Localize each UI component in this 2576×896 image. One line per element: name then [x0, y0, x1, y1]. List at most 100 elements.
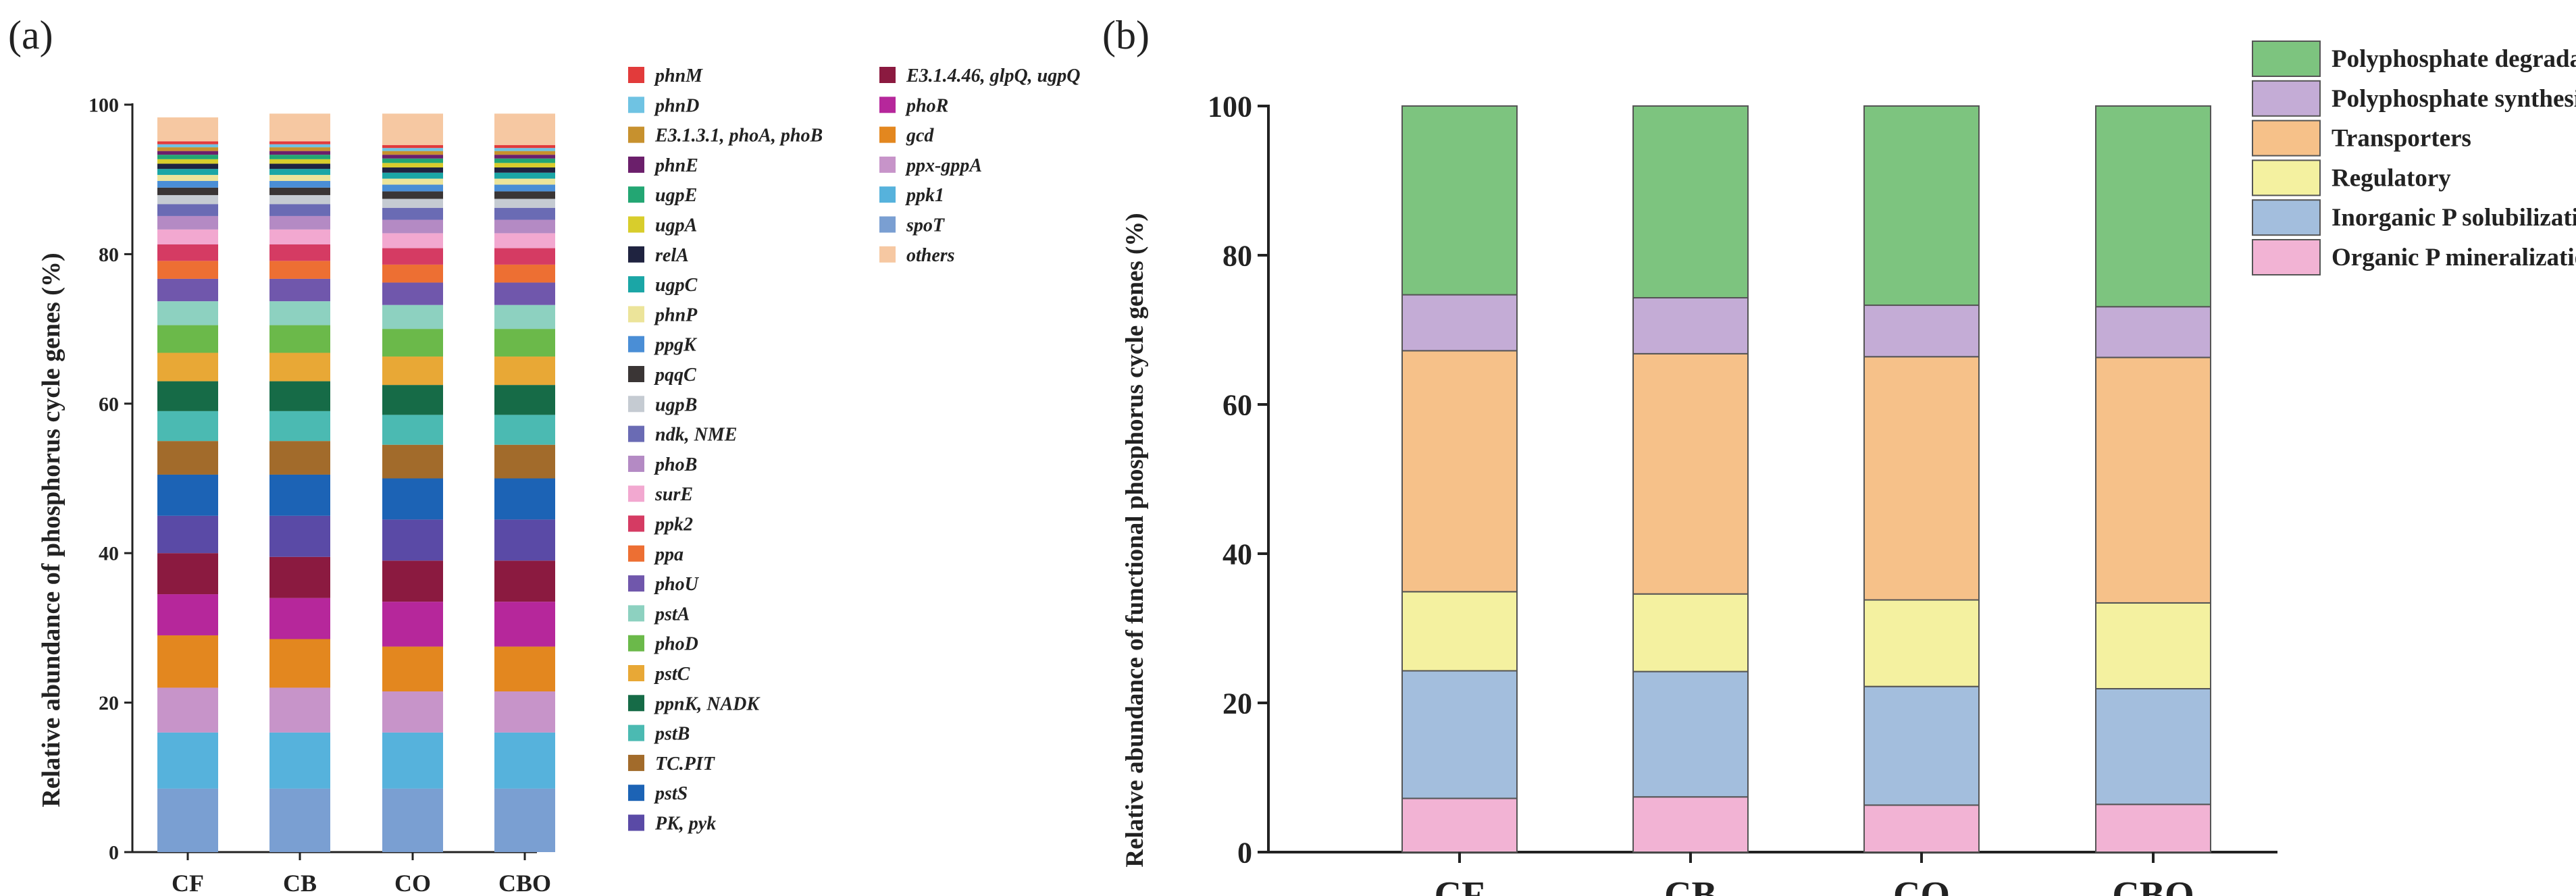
bar-segment-cbo-polyphosphate-synthesis [2095, 306, 2211, 359]
bar-segment-cf-regulatory [1401, 591, 1518, 672]
bar-segment-cf-gcd [157, 635, 218, 688]
legend-swatch-ppk2 [628, 515, 644, 532]
bar-segment-cf-phnm [157, 141, 218, 144]
legend-swatch-organic-p-mineralization [2252, 239, 2321, 275]
bar-segment-cbo-rela [494, 167, 555, 173]
bar-segment-cf-ugpa [157, 159, 218, 164]
legend-swatch-sure [628, 485, 644, 502]
category-label-co: CO [394, 870, 431, 896]
bar-segment-cbo-ppk1 [494, 732, 555, 789]
bar-segment-co-e3-1-3-1-phoa-phob [382, 151, 443, 155]
bar-segment-cbo-inorganic-p-solubilization [2095, 688, 2211, 806]
legend-label-pstb: pstB [654, 724, 690, 745]
legend-swatch-phnm [628, 67, 644, 83]
bar-segment-cbo-e3-1-4-46-glpq-ugpq [494, 560, 555, 602]
bar-segment-cb-phne [269, 151, 330, 155]
legend-label-polyphosphate-degradation: Polyphosphate degradation [2332, 45, 2576, 73]
legend-label-psts: pstS [654, 783, 688, 804]
bar-segment-cb-ugpc [269, 169, 330, 176]
bar-segment-cf-others [157, 117, 218, 142]
bar-segment-co-phne [382, 155, 443, 159]
bar-segment-co-ugpa [382, 163, 443, 167]
bar-segment-cbo-phod [494, 329, 555, 357]
bar-segment-cf-organic-p-mineralization [1401, 797, 1518, 853]
bar-segment-cbo-pqqc [494, 191, 555, 199]
bar-segment-co-ndk-nme [382, 207, 443, 220]
chart-a: 0 20 40 60 80 100 CF CB CO CBO [88, 95, 555, 896]
category-label-cf: CF [172, 870, 204, 896]
legend-swatch-phnd [628, 97, 644, 113]
bar-segment-cbo-tc-pit [494, 444, 555, 479]
legend-label-gcd: gcd [906, 126, 934, 147]
bar-segment-cb-tc-pit [269, 441, 330, 475]
bar-segment-cf-pstc [157, 352, 218, 381]
y-tick-label: 20 [99, 692, 119, 714]
bar-segment-cf-inorganic-p-solubilization [1401, 670, 1518, 799]
legend-swatch-transporters [2252, 120, 2321, 157]
legend-swatch-tc-pit [628, 754, 644, 771]
bar-segment-cbo-ugpa [494, 163, 555, 167]
legend-label-pk-pyk: PK, pyk [654, 814, 716, 835]
legend-swatch-regulatory [2252, 159, 2321, 196]
bar-segment-cbo-others [494, 113, 555, 145]
bar-segment-co-organic-p-mineralization [1863, 804, 1980, 853]
legend-label-ugpe: ugpE [655, 185, 697, 206]
bar-segment-cb-organic-p-mineralization [1632, 796, 1749, 853]
legend-label-pqqc: pqqC [654, 365, 696, 386]
bar-segment-cb-regulatory [1632, 593, 1749, 673]
y-axis-label-a: Relative abundance of phosphorus cycle g… [37, 253, 66, 807]
legend-swatch-polyphosphate-degradation [2252, 41, 2321, 77]
bar-segment-co-ugpe [382, 158, 443, 163]
bar-segment-cb-ppa [269, 261, 330, 279]
legend-label-phnd: phnD [654, 95, 699, 116]
bar-segment-cb-gcd [269, 639, 330, 688]
bar-segment-cbo-e3-1-3-1-phoa-phob [494, 151, 555, 155]
legend-label-transporters: Transporters [2332, 125, 2471, 153]
bar-segment-cbo-ugpc [494, 172, 555, 179]
bar-segment-cbo-psts [494, 478, 555, 520]
legend-label-spot: spoT [906, 215, 946, 236]
bar-segment-cf-e3-1-4-46-glpq-ugpq [157, 553, 218, 595]
legend-label-inorganic-p-solubilization: Inorganic P solubilization [2332, 204, 2576, 232]
bar-segment-cbo-phob [494, 219, 555, 234]
legend-swatch-ppnk-nadk [628, 695, 644, 712]
bar-segment-cbo-psta [494, 305, 555, 330]
legend-label-ugpa: ugpA [655, 215, 697, 236]
legend-swatch-phob [628, 455, 644, 472]
category-label-cb: CB [1664, 874, 1717, 896]
bar-segment-cb-spot [269, 788, 330, 852]
legend-swatch-polyphosphate-synthesis [2252, 80, 2321, 117]
bar-segment-cf-polyphosphate-degradation [1401, 105, 1518, 296]
legend-swatch-ugpe [628, 186, 644, 203]
bar-segment-co-regulatory [1863, 599, 1980, 687]
bar-segment-cf-ppgk [157, 180, 218, 188]
bar-segment-cbo-phnm [494, 144, 555, 149]
legend-swatch-pstb [628, 724, 644, 741]
legend-swatch-phou [628, 575, 644, 592]
bar-segment-cf-ugpe [157, 155, 218, 159]
bar-segment-cf-phou [157, 278, 218, 302]
bar-segment-cb-pstb [269, 411, 330, 442]
bar-segment-cbo-pstc [494, 357, 555, 386]
legend-swatch-e3-1-4-46-glpq-ugpq [879, 67, 896, 83]
bar-segment-cf-phnd [157, 144, 218, 148]
category-label-co: CO [1893, 874, 1950, 896]
bar-segment-cbo-sure [494, 233, 555, 248]
bar-segment-cbo-ugpe [494, 158, 555, 163]
bar-segment-cb-phod [269, 325, 330, 353]
y-tick-label: 80 [1222, 239, 1252, 272]
bar-segment-co-transporters [1863, 356, 1980, 601]
legend-label-tc-pit: TC.PIT [655, 754, 716, 774]
bar-segment-cbo-phor [494, 602, 555, 647]
bar-segment-cb-others [269, 113, 330, 142]
legend-label-rela: relA [655, 245, 689, 266]
bar-segment-cbo-regulatory [2095, 602, 2211, 690]
bar-segment-cb-sure [269, 229, 330, 245]
legend-swatch-spot [879, 216, 896, 233]
bar-segment-co-ppx-gppa [382, 691, 443, 733]
bar-segment-cb-psta [269, 301, 330, 325]
bar-segment-co-pk-pyk [382, 519, 443, 561]
legend-label-ugpc: ugpC [655, 275, 698, 296]
bar-segment-cbo-phnp [494, 178, 555, 185]
